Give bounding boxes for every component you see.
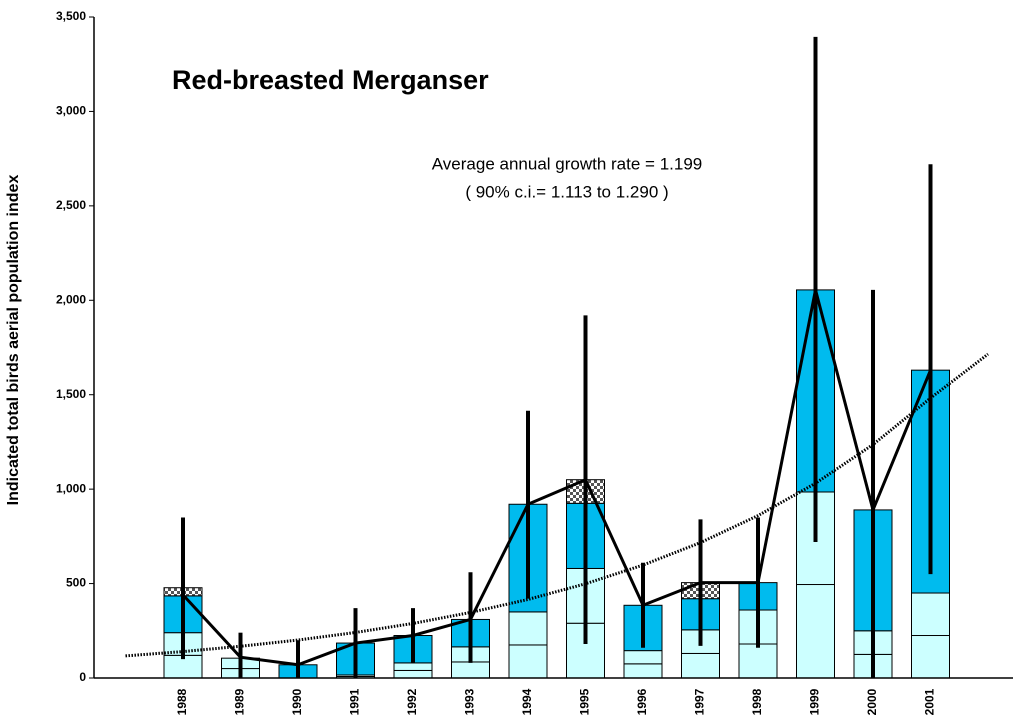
x-tick-label: 1995 [578,688,592,715]
y-tick-label: 2,500 [56,198,86,212]
y-tick-label: 500 [66,576,86,590]
chart-title: Red-breasted Merganser [172,65,489,95]
x-tick-label: 1991 [348,688,362,715]
bar-segment [393,662,433,671]
bar-segment [681,652,720,679]
bar-segment [911,635,950,679]
x-tick-label: 1994 [520,688,534,715]
x-tick-label: 2001 [923,688,937,715]
x-tick-label: 1989 [233,688,247,715]
bar-segment [911,592,950,637]
y-tick-label: 0 [79,670,86,684]
bar-segment [451,661,490,679]
bar-segment [508,611,548,646]
y-tick-label: 3,000 [56,104,86,118]
x-tick-label: 1999 [808,688,822,715]
y-tick-label: 1,000 [56,481,86,495]
x-tick-label: 1996 [635,688,649,715]
bar-segment [508,644,548,679]
x-tick-label: 1988 [175,688,189,715]
y-axis-label: Indicated total birds aerial population … [5,175,22,506]
x-tick-label: 2000 [865,688,879,715]
x-tick-label: 1993 [463,688,477,715]
bar-segment [796,584,835,679]
bar-segment [738,643,778,679]
x-tick-label: 1997 [693,688,707,715]
trend-line [125,352,989,658]
x-tick-label: 1992 [405,688,419,715]
x-tick-label: 1998 [750,688,764,715]
bar-segment [623,663,663,679]
bar-segment [623,650,663,665]
total-line [181,288,932,667]
y-tick-label: 1,500 [56,387,86,401]
annotation: ( 90% c.i.= 1.113 to 1.290 ) [465,182,668,201]
y-tick-label: 2,000 [56,292,86,306]
y-tick-label: 3,500 [56,9,86,23]
x-tick-label: 1990 [290,688,304,715]
annotation: Average annual growth rate = 1.199 [432,154,702,173]
bar-segment [393,669,433,679]
